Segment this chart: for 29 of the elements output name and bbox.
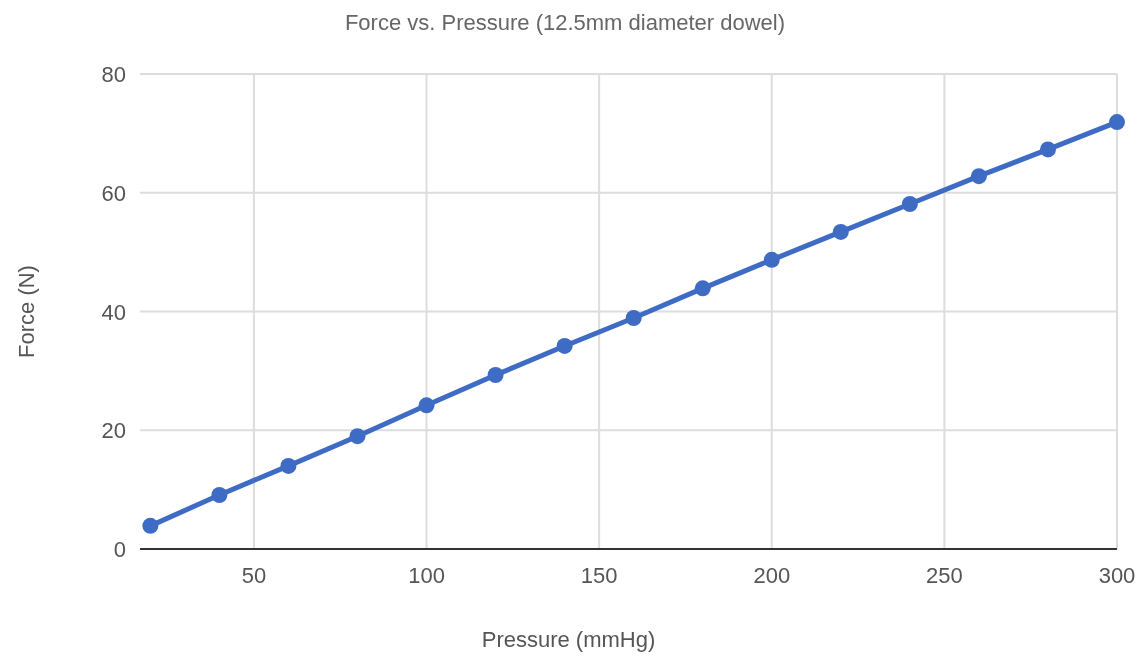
x-tick-label: 200 <box>753 563 791 588</box>
point <box>763 251 780 268</box>
point <box>901 196 918 213</box>
point <box>280 457 297 474</box>
x-tick-label: 50 <box>241 563 267 588</box>
point <box>142 517 159 534</box>
point <box>418 397 435 414</box>
point <box>1039 141 1056 158</box>
point <box>832 223 849 240</box>
point <box>349 428 366 445</box>
y-tick-label: 40 <box>101 299 126 325</box>
y-tick-label: 80 <box>101 62 126 87</box>
x-tick-label: 100 <box>408 563 445 588</box>
point <box>556 337 573 354</box>
y-tick-label: 0 <box>113 537 126 562</box>
point <box>211 486 228 503</box>
y-tick-label: 20 <box>101 418 126 444</box>
x-tick-label: 300 <box>1098 563 1136 588</box>
point <box>694 280 711 297</box>
x-tick-label: 150 <box>580 563 618 588</box>
x-tick-label: 250 <box>926 563 963 588</box>
point <box>970 168 987 185</box>
point <box>1109 114 1125 131</box>
point <box>625 310 642 327</box>
point <box>487 367 504 384</box>
x-axis-title: Pressure (mmHg) <box>481 627 656 652</box>
y-axis-title: Force (N) <box>14 265 39 358</box>
y-tick-label: 60 <box>101 180 126 206</box>
chart-title: Force vs. Pressure (12.5mm diameter dowel) <box>344 10 786 35</box>
